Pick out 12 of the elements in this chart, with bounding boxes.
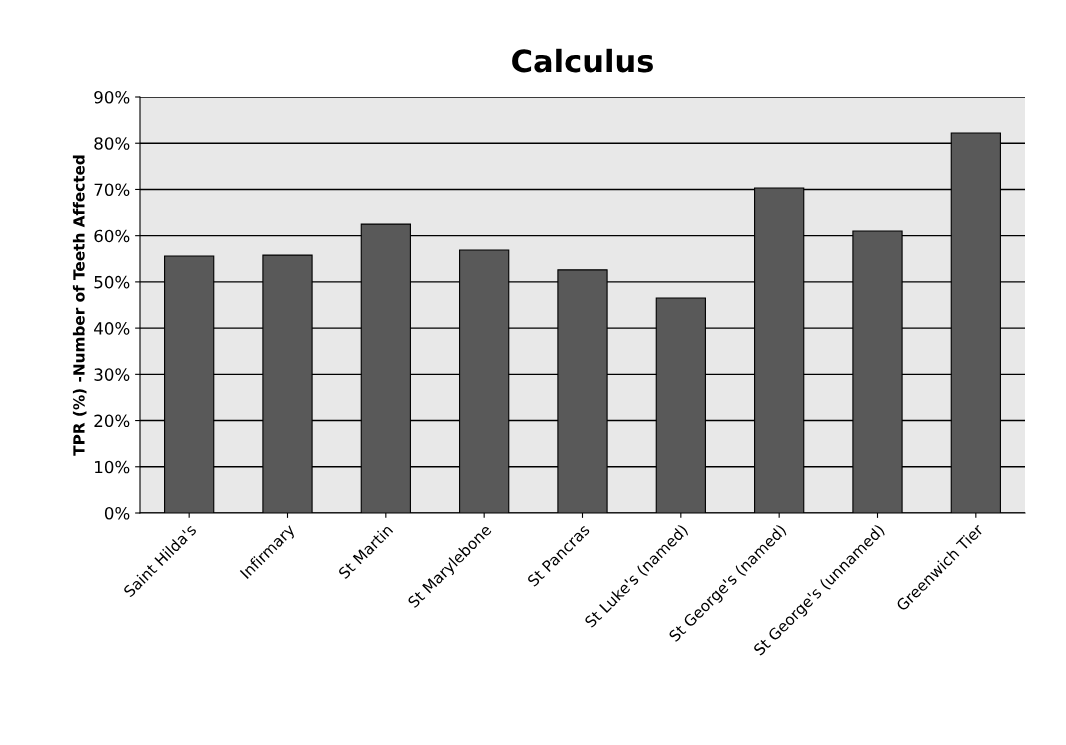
y-tick-label: 60% (94, 229, 130, 243)
y-tick-label: 40% (94, 322, 130, 335)
chart-title: Calculus (512, 48, 653, 73)
y-tick-label: 70% (94, 183, 130, 197)
y-tick-label: 30% (94, 368, 130, 381)
y-tick-label: 0% (104, 506, 130, 520)
y-axis-title: TPR (%) -Number of Teeth Affected (72, 155, 87, 456)
y-tick-label: 20% (94, 414, 130, 428)
y-tick-label: 50% (94, 275, 130, 289)
y-tick-label: 90% (94, 90, 130, 104)
y-tick-label: 10% (95, 460, 130, 474)
y-tick-label: 80% (94, 137, 130, 150)
